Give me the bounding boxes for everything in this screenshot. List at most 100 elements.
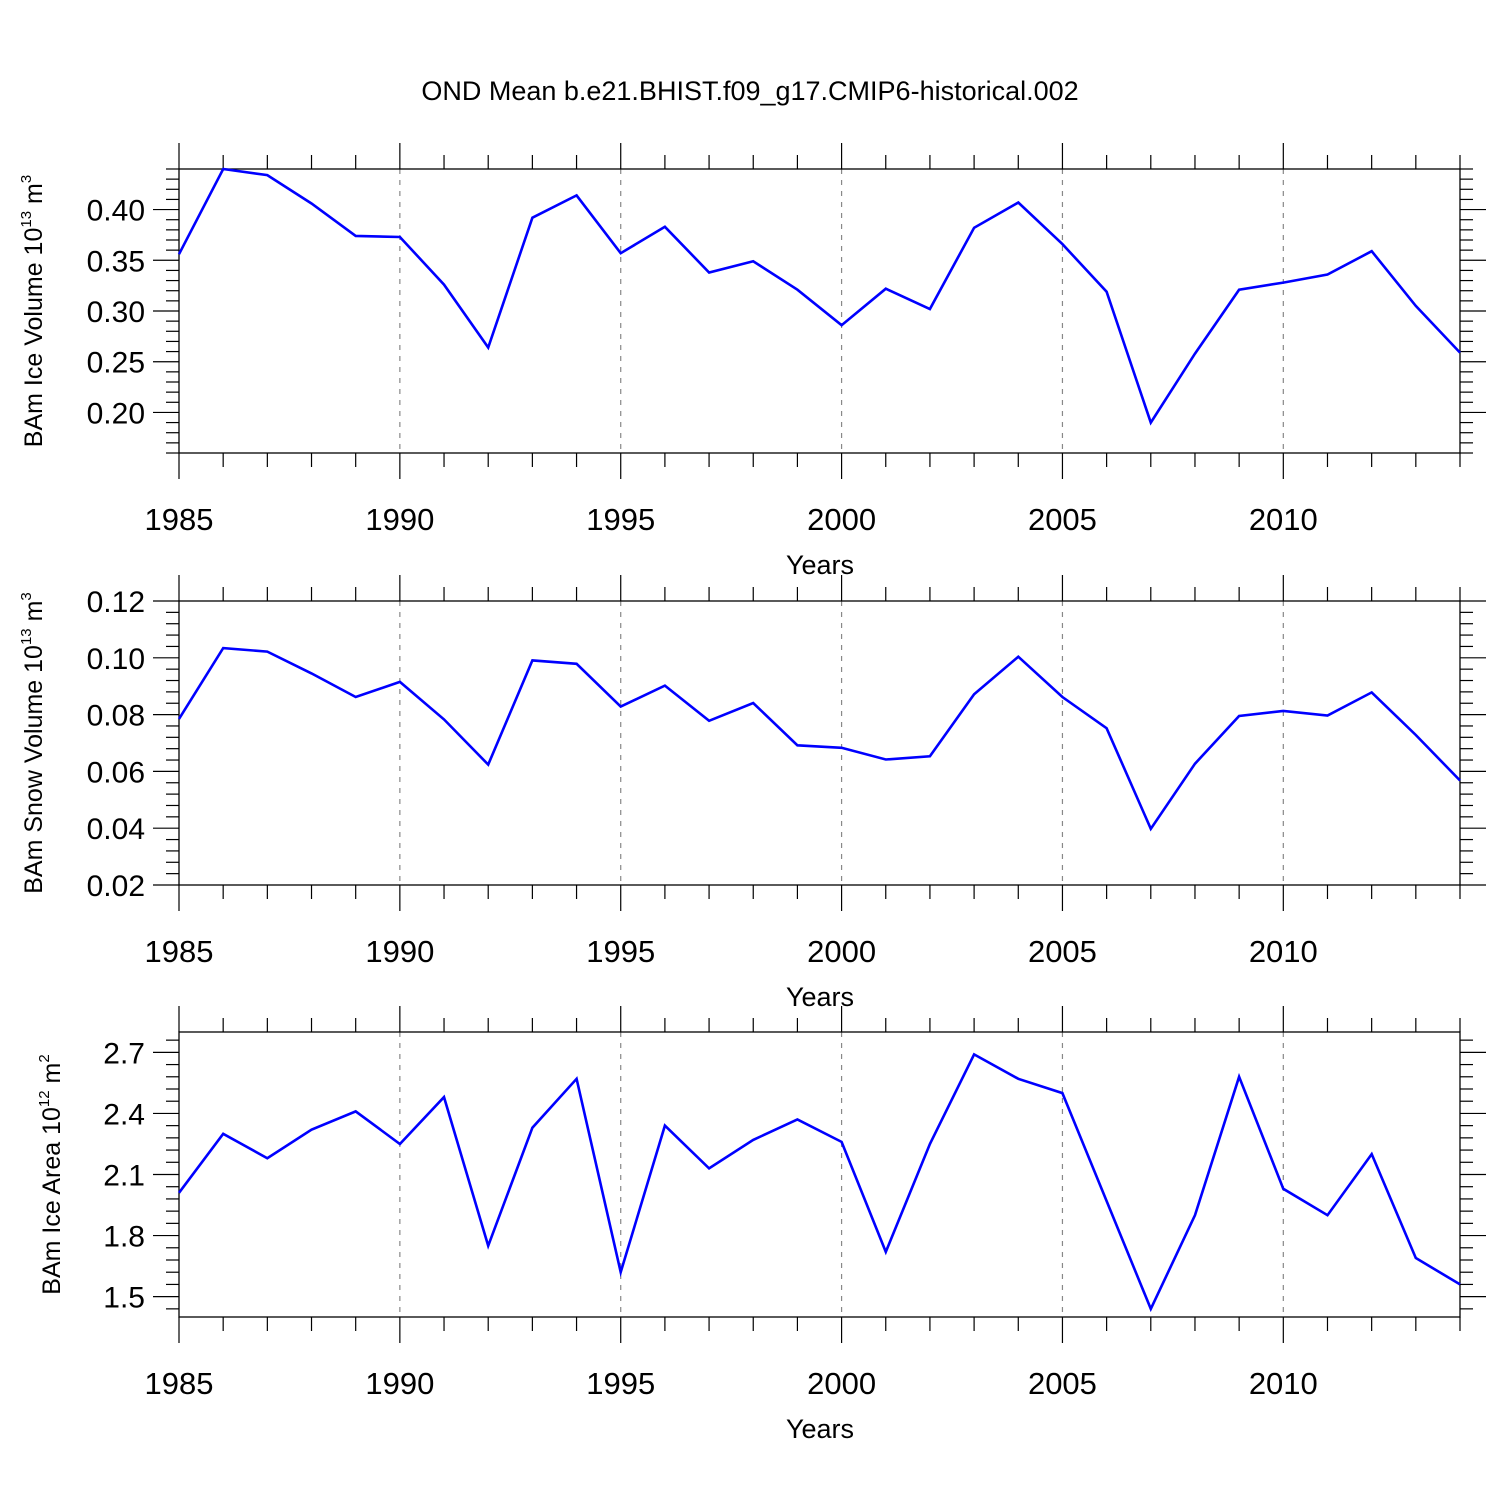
x-tick-label: 1995 bbox=[586, 934, 655, 969]
data-point bbox=[486, 346, 490, 350]
panel-3: 1.5 1.8 2.1 2.4 2.7 1985 1990 1995 2000 2005 2010 Y… bbox=[36, 1006, 1486, 1444]
data-point bbox=[707, 719, 711, 723]
data-point bbox=[265, 650, 269, 654]
data-point bbox=[1414, 733, 1418, 737]
data-point bbox=[442, 1095, 446, 1099]
plot-frame bbox=[178, 1031, 1461, 1318]
x-tick-label: 2010 bbox=[1249, 502, 1318, 537]
data-point bbox=[795, 288, 799, 292]
data-point bbox=[1149, 827, 1153, 831]
y-tick-label: 1.8 bbox=[103, 1221, 145, 1254]
data-point bbox=[265, 1156, 269, 1160]
data-point bbox=[972, 1052, 976, 1056]
y-tick-label: 1.5 bbox=[103, 1282, 145, 1315]
data-point bbox=[1281, 1187, 1285, 1191]
data-point bbox=[1281, 281, 1285, 285]
y-tick-label: 0.25 bbox=[87, 347, 145, 380]
data-point bbox=[1060, 242, 1064, 246]
x-tick-label: 1995 bbox=[586, 1366, 655, 1401]
y-tick-label: 0.30 bbox=[87, 296, 145, 329]
data-point bbox=[1193, 352, 1197, 356]
data-point bbox=[221, 1132, 225, 1136]
plot-frame bbox=[178, 600, 1461, 886]
x-tick-label: 2000 bbox=[807, 1366, 876, 1401]
data-point bbox=[972, 226, 976, 230]
data-point bbox=[1237, 714, 1241, 718]
data-point bbox=[398, 680, 402, 684]
data-point bbox=[442, 717, 446, 721]
data-point bbox=[795, 1118, 799, 1122]
data-point bbox=[619, 705, 623, 709]
data-point bbox=[663, 225, 667, 229]
x-tick-label: 1985 bbox=[145, 1366, 214, 1401]
data-point bbox=[1370, 1152, 1374, 1156]
data-point bbox=[1149, 421, 1153, 425]
y-tick-label: 2.7 bbox=[103, 1037, 145, 1070]
data-point bbox=[1414, 1256, 1418, 1260]
data-point bbox=[840, 746, 844, 750]
data-point bbox=[398, 235, 402, 239]
data-point bbox=[751, 259, 755, 263]
data-point bbox=[928, 1142, 932, 1146]
data-point bbox=[928, 307, 932, 311]
y-tick-label: 2.4 bbox=[103, 1098, 145, 1131]
y-tick-label: 0.35 bbox=[87, 245, 145, 278]
data-point bbox=[1016, 655, 1020, 659]
data-point bbox=[1281, 709, 1285, 713]
plot-frame bbox=[178, 168, 1461, 454]
data-point bbox=[486, 1244, 490, 1248]
x-tick-label: 1995 bbox=[586, 502, 655, 537]
x-axis-label: Years bbox=[786, 982, 854, 1012]
data-point bbox=[707, 270, 711, 274]
y-tick-label: 0.04 bbox=[87, 813, 145, 846]
data-point bbox=[619, 1270, 623, 1274]
data-point bbox=[884, 757, 888, 761]
data-point bbox=[1325, 713, 1329, 717]
y-tick-label: 0.10 bbox=[87, 643, 145, 676]
data-point bbox=[1105, 1199, 1109, 1203]
x-tick-label: 2000 bbox=[807, 502, 876, 537]
y-axis-label: BAm Ice Area 1012 m2 bbox=[36, 1054, 66, 1294]
data-point bbox=[265, 173, 269, 177]
data-point bbox=[310, 1128, 314, 1132]
data-point bbox=[221, 167, 225, 171]
data-point bbox=[663, 1124, 667, 1128]
data-point bbox=[840, 323, 844, 327]
data-point bbox=[354, 1109, 358, 1113]
data-point bbox=[575, 1077, 579, 1081]
data-point bbox=[221, 646, 225, 650]
data-point bbox=[1237, 1075, 1241, 1079]
data-point bbox=[751, 701, 755, 705]
data-point bbox=[486, 763, 490, 767]
data-point bbox=[310, 671, 314, 675]
y-tick-label: 0.02 bbox=[87, 870, 145, 903]
data-point bbox=[884, 1250, 888, 1254]
data-point bbox=[1325, 1213, 1329, 1217]
data-point bbox=[1149, 1307, 1153, 1311]
chart-title: OND Mean b.e21.BHIST.f09_g17.CMIP6-histo… bbox=[421, 76, 1079, 106]
data-point bbox=[530, 216, 534, 220]
x-tick-label: 1985 bbox=[145, 502, 214, 537]
y-tick-label: 0.06 bbox=[87, 756, 145, 789]
x-tick-label: 2010 bbox=[1249, 934, 1318, 969]
data-point bbox=[928, 754, 932, 758]
x-axis-label: Years bbox=[786, 1414, 854, 1444]
data-point bbox=[1458, 1282, 1462, 1286]
data-point bbox=[530, 1126, 534, 1130]
data-point bbox=[575, 662, 579, 666]
x-tick-label: 2005 bbox=[1028, 934, 1097, 969]
data-point bbox=[1060, 1091, 1064, 1095]
data-point bbox=[1414, 304, 1418, 308]
x-tick-label: 1985 bbox=[145, 934, 214, 969]
data-point bbox=[619, 251, 623, 255]
x-tick-label: 2005 bbox=[1028, 502, 1097, 537]
x-tick-label: 1990 bbox=[365, 502, 434, 537]
data-point bbox=[310, 201, 314, 205]
data-point bbox=[1016, 1077, 1020, 1081]
series-line bbox=[177, 167, 1461, 426]
data-point bbox=[1193, 762, 1197, 766]
data-point bbox=[530, 658, 534, 662]
data-point bbox=[177, 1191, 181, 1195]
y-axis-label: BAm Snow Volume 1013 m3 bbox=[18, 592, 48, 894]
